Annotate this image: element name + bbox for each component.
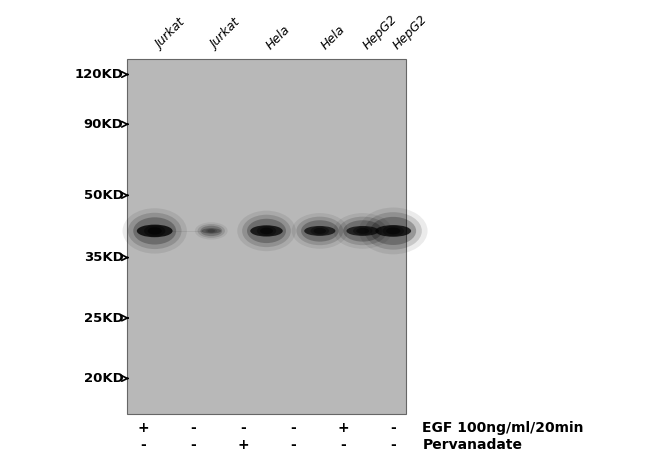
Ellipse shape: [207, 230, 215, 233]
Bar: [127, 58, 406, 414]
Ellipse shape: [386, 227, 400, 234]
Ellipse shape: [128, 213, 181, 249]
Ellipse shape: [198, 224, 225, 238]
Text: Pervanadate: Pervanadate: [422, 437, 523, 450]
Text: EGF 100ng/ml/20min: EGF 100ng/ml/20min: [422, 421, 584, 436]
Ellipse shape: [136, 225, 173, 237]
Text: HepG2: HepG2: [361, 13, 400, 52]
Ellipse shape: [382, 225, 404, 236]
Ellipse shape: [247, 219, 286, 243]
Ellipse shape: [339, 216, 387, 245]
Text: Jurkat: Jurkat: [208, 17, 243, 52]
Ellipse shape: [370, 217, 416, 245]
Text: -: -: [341, 437, 346, 450]
Ellipse shape: [343, 220, 382, 242]
Ellipse shape: [237, 211, 296, 251]
Ellipse shape: [195, 222, 228, 239]
Text: 35KD: 35KD: [84, 251, 124, 264]
Ellipse shape: [333, 213, 392, 249]
Ellipse shape: [257, 226, 276, 236]
Text: 25KD: 25KD: [84, 311, 124, 324]
Ellipse shape: [353, 226, 372, 235]
Text: +: +: [337, 421, 349, 436]
Text: 120KD: 120KD: [75, 68, 124, 81]
Ellipse shape: [292, 213, 348, 249]
Text: Hela: Hela: [263, 22, 292, 52]
Text: -: -: [240, 421, 246, 436]
Ellipse shape: [301, 220, 339, 242]
Text: Jurkat: Jurkat: [153, 17, 188, 52]
Text: -: -: [190, 421, 196, 436]
Text: -: -: [291, 437, 296, 450]
Ellipse shape: [311, 226, 329, 235]
Ellipse shape: [304, 226, 335, 236]
Ellipse shape: [202, 228, 221, 234]
Ellipse shape: [144, 225, 165, 237]
Ellipse shape: [296, 216, 343, 245]
Text: -: -: [391, 421, 396, 436]
Text: -: -: [190, 437, 196, 450]
Ellipse shape: [359, 207, 428, 254]
Text: 90KD: 90KD: [84, 118, 124, 131]
Text: +: +: [237, 437, 249, 450]
Ellipse shape: [133, 217, 176, 244]
Text: -: -: [140, 437, 146, 450]
Ellipse shape: [356, 228, 369, 234]
Ellipse shape: [122, 208, 187, 254]
Text: +: +: [137, 421, 149, 436]
Ellipse shape: [242, 215, 291, 247]
Text: 50KD: 50KD: [84, 189, 124, 202]
Text: Hela: Hela: [318, 22, 348, 52]
Ellipse shape: [365, 212, 422, 250]
Text: HepG2: HepG2: [390, 13, 430, 52]
Text: -: -: [391, 437, 396, 450]
Ellipse shape: [205, 229, 217, 234]
Text: -: -: [291, 421, 296, 436]
Ellipse shape: [148, 227, 162, 235]
Ellipse shape: [250, 225, 283, 237]
Ellipse shape: [200, 226, 222, 236]
Ellipse shape: [376, 225, 411, 237]
Text: 20KD: 20KD: [84, 372, 124, 385]
Ellipse shape: [313, 228, 326, 234]
Ellipse shape: [260, 228, 273, 234]
Ellipse shape: [346, 226, 379, 236]
